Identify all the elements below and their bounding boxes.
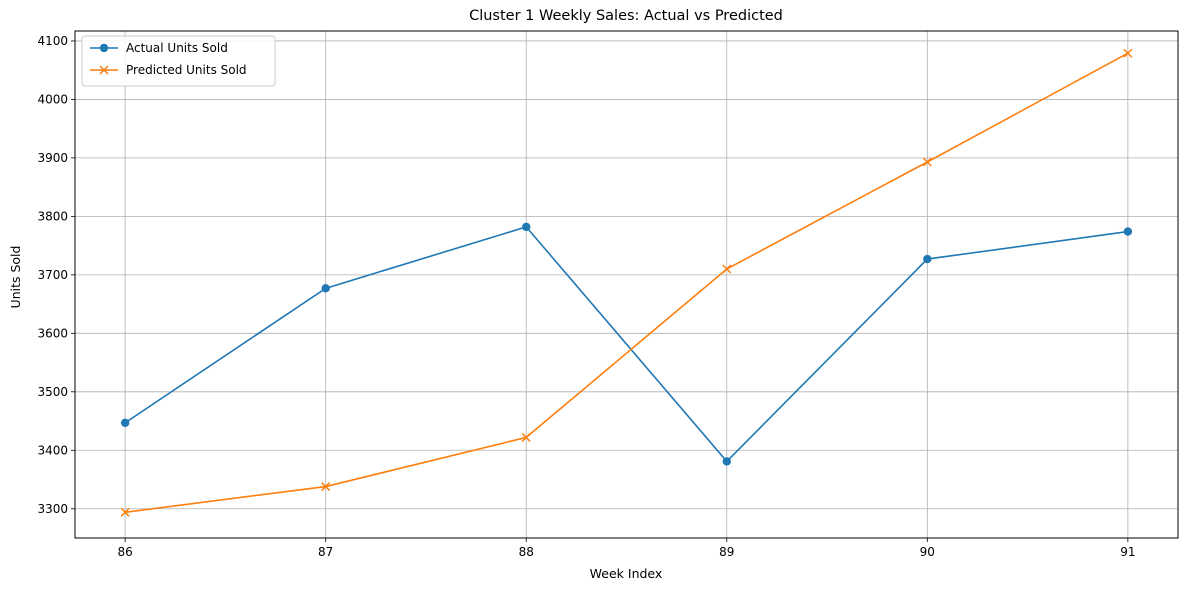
series-layer [120, 48, 1133, 517]
x-tick-label: 91 [1120, 545, 1135, 559]
data-point [722, 457, 731, 466]
y-tick-label: 3700 [37, 268, 68, 282]
y-tick-label: 3500 [37, 385, 68, 399]
x-tick-label: 90 [920, 545, 935, 559]
legend-box [81, 35, 276, 87]
y-tick-label: 3800 [37, 209, 68, 223]
y-tick-label: 3900 [37, 151, 68, 165]
plot-frame [74, 30, 1179, 539]
x-tick-label: 89 [719, 545, 734, 559]
x-tick-label: 87 [318, 545, 333, 559]
y-tick-label: 4000 [37, 92, 68, 106]
data-point [120, 507, 130, 517]
series-line-2 [125, 52, 1129, 514]
chart-title: Cluster 1 Weekly Sales: Actual vs Predic… [469, 8, 783, 24]
x-tick-label: 88 [519, 545, 534, 559]
legend-label: Actual Units Sold [126, 41, 228, 55]
legend: Actual Units Sold Predicted Units Sold [81, 35, 276, 87]
data-point [120, 418, 130, 427]
data-point [923, 254, 932, 264]
x-tick-label: 86 [117, 545, 132, 559]
grid [75, 31, 1178, 538]
y-tick-label: 3600 [37, 326, 68, 340]
legend-marker [99, 43, 109, 53]
series-line-1 [124, 225, 1128, 463]
data-point [722, 264, 732, 274]
y-tick-label: 4100 [37, 34, 68, 48]
data-point [922, 157, 932, 167]
data-point [1123, 227, 1133, 236]
y-tick-label: 3300 [37, 502, 68, 516]
data-point [321, 482, 331, 492]
ticks: 86 87 88 89 90 91 3300 3400 3500 3600 3700 3800 3900… [37, 34, 1135, 559]
data-point [522, 222, 531, 232]
data-point [321, 284, 330, 293]
data-point [521, 432, 531, 442]
data-point [1123, 48, 1133, 58]
y-axis-label: Units Sold [8, 246, 23, 309]
x-axis-label: Week Index [590, 566, 663, 581]
legend-label: Predicted Units Sold [126, 63, 247, 77]
y-tick-label: 3400 [37, 443, 68, 457]
legend-marker [99, 65, 109, 75]
